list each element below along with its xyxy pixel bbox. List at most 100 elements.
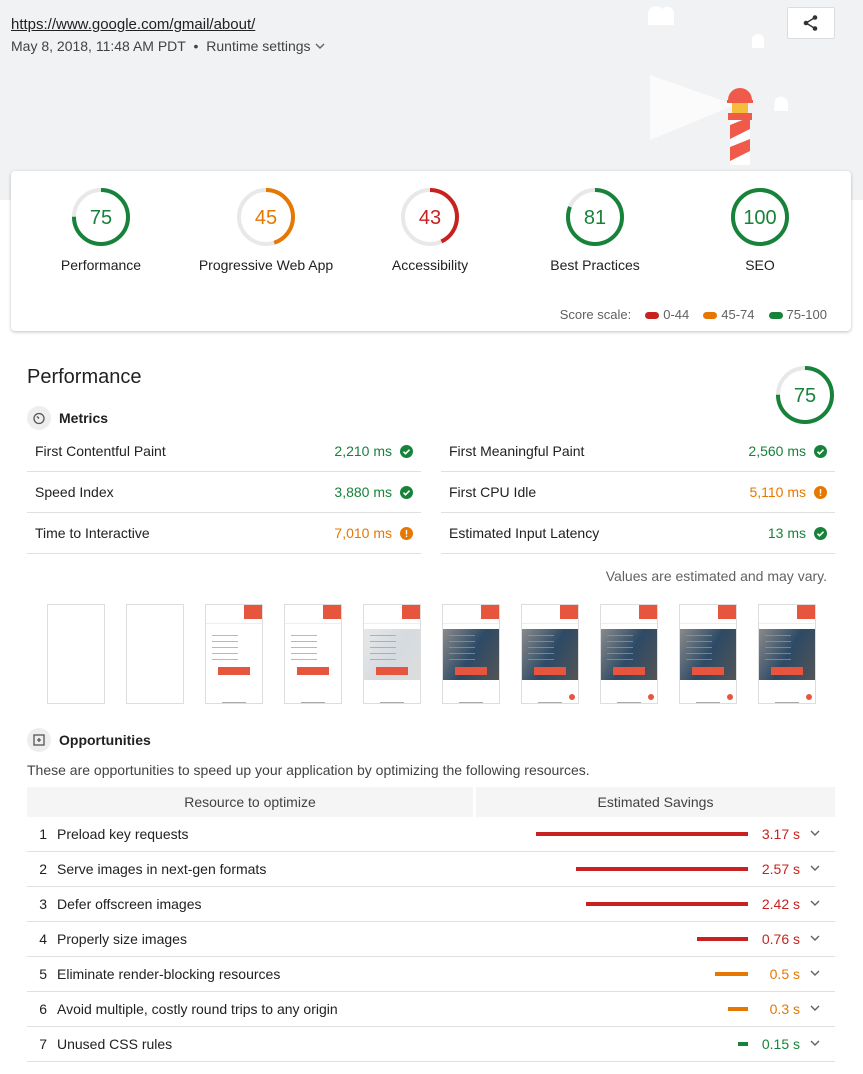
- metric-label: First Contentful Paint: [35, 443, 166, 459]
- opportunity-row[interactable]: 4 Properly size images 0.76 s: [27, 922, 835, 957]
- opportunity-number: 7: [39, 1036, 47, 1052]
- filmstrip-frame: [600, 604, 658, 704]
- metric-value: 5,110 ms: [749, 484, 806, 500]
- category-label: Progressive Web App: [198, 257, 334, 273]
- timestamp: May 8, 2018, 11:48 AM PDT: [11, 38, 186, 54]
- opportunity-number: 4: [39, 931, 47, 947]
- filmstrip: [47, 604, 816, 704]
- share-button[interactable]: [787, 7, 835, 39]
- opportunity-number: 5: [39, 966, 47, 982]
- metric-row: Estimated Input Latency 13 ms: [441, 513, 835, 554]
- opportunity-row[interactable]: 3 Defer offscreen images 2.42 s: [27, 887, 835, 922]
- opportunity-label: Avoid multiple, costly round trips to an…: [57, 1001, 338, 1017]
- opportunity-row[interactable]: 2 Serve images in next-gen formats 2.57 …: [27, 852, 835, 887]
- estimate-note: Values are estimated and may vary.: [605, 568, 827, 584]
- category-gauge-best-practices[interactable]: 81 Best Practices: [520, 187, 670, 273]
- runtime-settings-toggle[interactable]: Runtime settings: [206, 38, 326, 54]
- metric-label: Time to Interactive: [35, 525, 150, 541]
- chevron-down-icon[interactable]: [809, 967, 821, 979]
- opportunity-number: 2: [39, 861, 47, 877]
- savings-value: 3.17 s: [761, 826, 800, 842]
- chevron-down-icon[interactable]: [809, 862, 821, 874]
- opportunities-table-header: Resource to optimize Estimated Savings: [27, 787, 835, 817]
- filmstrip-frame: [442, 604, 500, 704]
- runtime-settings-label: Runtime settings: [206, 38, 311, 54]
- report-meta: May 8, 2018, 11:48 AM PDT • Runtime sett…: [11, 38, 326, 54]
- metric-value: 7,010 ms: [334, 525, 392, 541]
- chevron-down-icon[interactable]: [809, 1037, 821, 1049]
- savings-value: 0.15 s: [761, 1036, 800, 1052]
- opportunity-number: 1: [39, 826, 47, 842]
- metric-row: First Contentful Paint 2,210 ms: [27, 431, 421, 472]
- filmstrip-frame: [205, 604, 263, 704]
- opportunity-label: Preload key requests: [57, 826, 189, 842]
- opportunities-heading: Opportunities: [27, 728, 151, 752]
- savings-bar: [575, 867, 748, 871]
- gauge-score: 81: [584, 207, 606, 229]
- opportunity-row[interactable]: 1 Preload key requests 3.17 s: [27, 817, 835, 852]
- pass-check-icon: [400, 485, 413, 499]
- score-range-pass: 75-100: [768, 307, 827, 322]
- metrics-heading: Metrics: [27, 406, 108, 430]
- chevron-down-icon[interactable]: [809, 897, 821, 909]
- chevron-down-icon[interactable]: [809, 1002, 821, 1014]
- savings-value: 0.3 s: [769, 1001, 800, 1017]
- chevron-down-icon: [315, 43, 325, 49]
- gauge-arc: [72, 188, 130, 246]
- chevron-down-icon[interactable]: [809, 932, 821, 944]
- savings-value: 0.5 s: [769, 966, 800, 982]
- opportunity-row[interactable]: 5 Eliminate render-blocking resources 0.…: [27, 957, 835, 992]
- savings-bar: [727, 1007, 748, 1011]
- pass-check-icon: [814, 444, 827, 458]
- savings-bar: [535, 832, 748, 836]
- share-icon: [803, 15, 818, 31]
- opportunities-description: These are opportunities to speed up your…: [27, 762, 590, 778]
- gauge-arc: [566, 188, 624, 246]
- metric-value: 2,560 ms: [748, 443, 806, 459]
- metric-row: First Meaningful Paint 2,560 ms: [441, 431, 835, 472]
- gauge-arc: [401, 188, 459, 246]
- gauge-score: 43: [419, 207, 441, 229]
- category-label: SEO: [745, 257, 775, 273]
- category-gauge-progressive-web-app[interactable]: 45 Progressive Web App: [191, 187, 341, 273]
- opportunity-row[interactable]: 7 Unused CSS rules 0.15 s: [27, 1027, 835, 1062]
- warning-info-icon: [400, 526, 413, 540]
- category-label: Performance: [60, 257, 142, 273]
- opportunity-number: 6: [39, 1001, 47, 1017]
- gauge-score: 75: [90, 207, 112, 229]
- opportunity-row[interactable]: 6 Avoid multiple, costly round trips to …: [27, 992, 835, 1027]
- separator: •: [193, 38, 199, 54]
- pass-check-icon: [400, 444, 413, 458]
- category-gauge-performance[interactable]: 75 Performance: [26, 187, 176, 273]
- metrics-title: Metrics: [59, 410, 109, 426]
- opportunity-label: Serve images in next-gen formats: [57, 861, 267, 877]
- savings-bar: [585, 902, 748, 906]
- metric-row: Speed Index 3,880 ms: [27, 472, 421, 513]
- warning-info-icon: [814, 485, 827, 499]
- category-gauge-seo[interactable]: 100 SEO: [685, 187, 835, 273]
- opportunity-label: Properly size images: [57, 931, 187, 947]
- filmstrip-frame: [284, 604, 342, 704]
- performance-gauge: 75: [776, 366, 834, 424]
- column-resource: Resource to optimize: [27, 787, 473, 817]
- gauge-arc: [731, 188, 789, 246]
- gauge-score: 100: [743, 207, 776, 229]
- savings-bar: [737, 1042, 748, 1046]
- score-scale-label: Score scale:: [559, 307, 632, 322]
- savings-bar: [714, 972, 748, 976]
- savings-value: 0.76 s: [761, 931, 800, 947]
- savings-value: 2.42 s: [761, 896, 800, 912]
- category-label: Accessibility: [391, 257, 469, 273]
- gauge-arc: [237, 188, 295, 246]
- savings-value: 2.57 s: [761, 861, 800, 877]
- filmstrip-frame: [126, 604, 184, 704]
- opportunity-icon: [27, 728, 51, 752]
- chevron-down-icon[interactable]: [809, 827, 821, 839]
- score-gauge: 75: [72, 188, 130, 246]
- score-summary-card: 75 Performance 45 Progressive Web App 43 Ac…: [11, 171, 851, 331]
- score-range-average: 45-74: [703, 307, 755, 322]
- filmstrip-frame: [679, 604, 737, 704]
- page-url-link[interactable]: https://www.google.com/gmail/about/: [11, 16, 256, 33]
- filmstrip-frame: [758, 604, 816, 704]
- category-gauge-accessibility[interactable]: 43 Accessibility: [355, 187, 505, 273]
